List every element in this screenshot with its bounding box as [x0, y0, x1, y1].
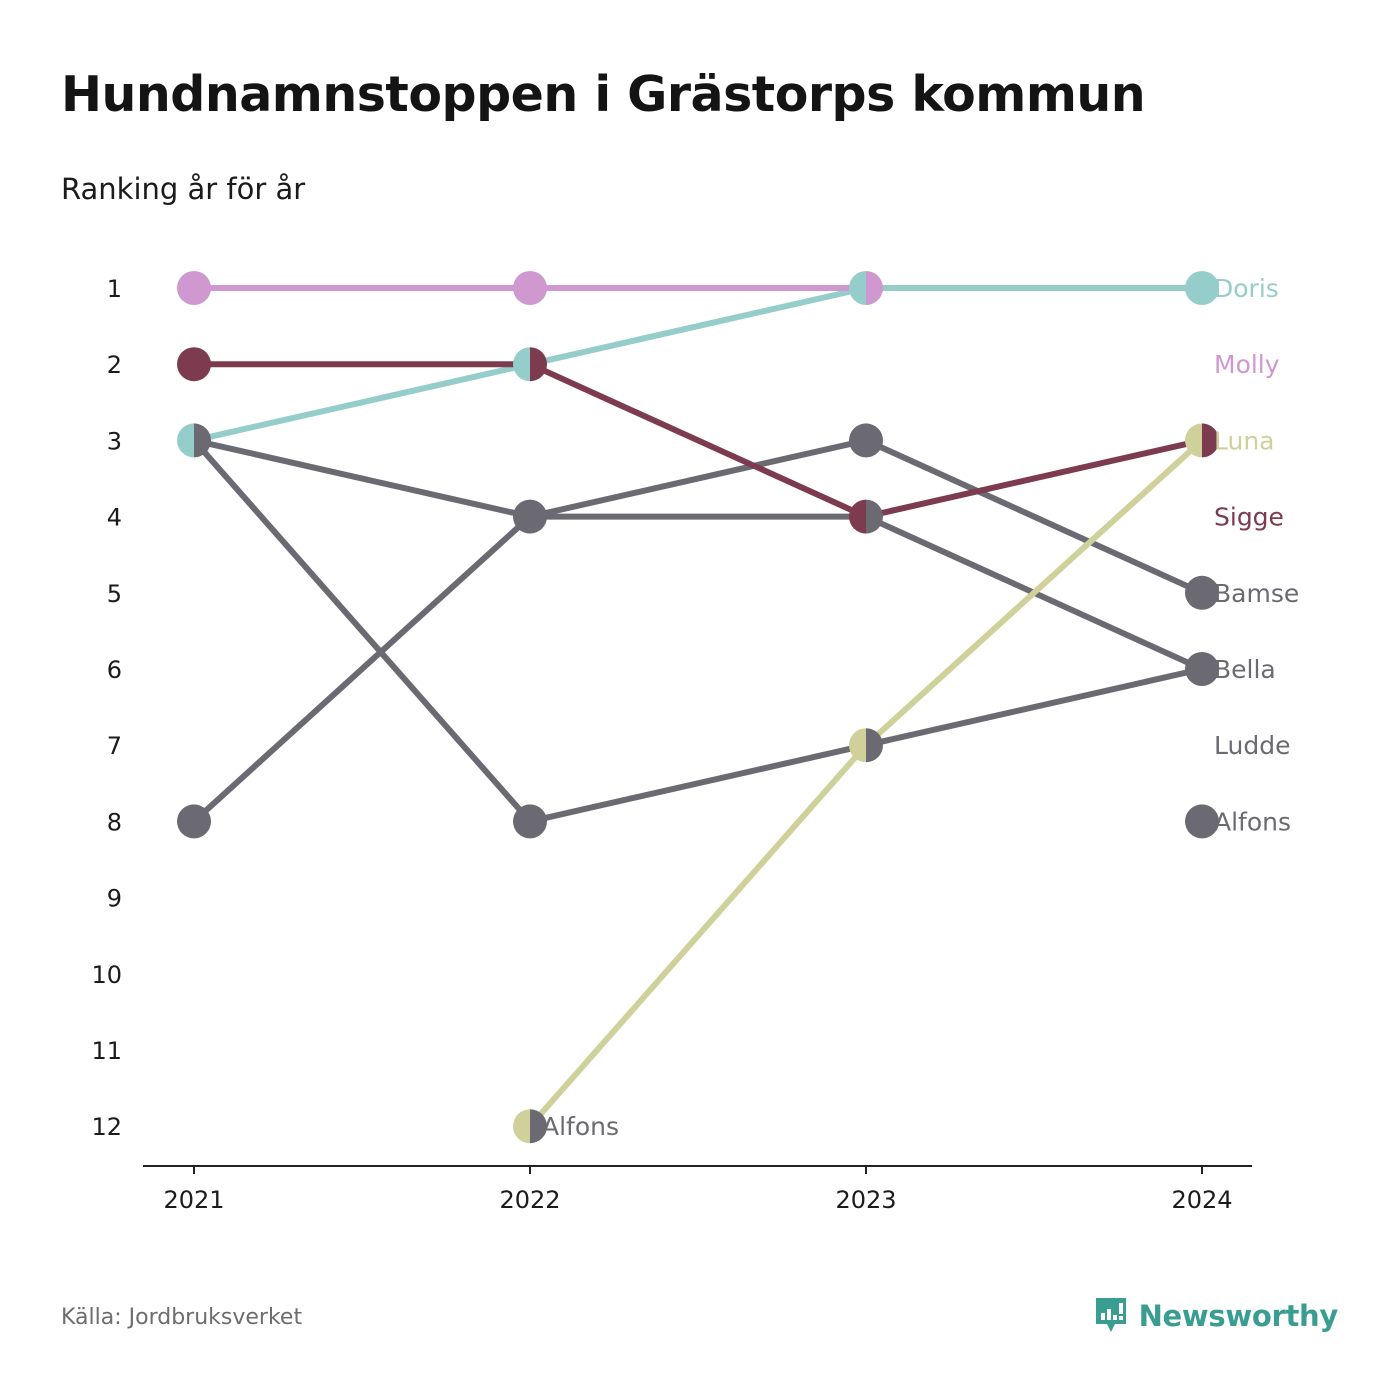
point-luna-sigge-left: [1185, 423, 1202, 458]
brand-name: Newsworthy: [1138, 1299, 1339, 1333]
y-tick-label: 1: [107, 275, 122, 303]
line-bamse: [191, 513, 533, 825]
point-doris-bella-ludde-right: [194, 423, 211, 458]
point-doris-bella-ludde-left: [177, 423, 194, 458]
end-label-ludde: Ludde: [1214, 731, 1290, 760]
line-bamse: [527, 437, 869, 520]
line-ludde: [527, 742, 869, 825]
point-bamse: [1185, 575, 1219, 610]
point-bella-ludde: [1185, 652, 1219, 686]
x-tick-label: 2024: [1171, 1186, 1232, 1214]
x-tick-label: 2022: [499, 1186, 560, 1214]
line-sigge: [863, 437, 1205, 520]
chart-subtitle: Ranking år för år: [61, 172, 306, 206]
inline-label-alfons: Alfons: [542, 1112, 619, 1141]
point-bamse: [849, 423, 883, 458]
point-sigge-bella-left: [849, 499, 866, 534]
point-bamse: [177, 804, 211, 839]
end-label-bella: Bella: [1214, 655, 1276, 684]
y-tick-label: 4: [107, 504, 122, 532]
newsworthy-logo-icon: [1095, 1298, 1126, 1332]
point-luna-alfons-left: [513, 1109, 530, 1144]
point-luna-ludde-right: [866, 728, 883, 763]
line-luna: [863, 437, 1205, 749]
point-doris-sigge-right: [530, 347, 547, 382]
end-label-molly: Molly: [1214, 350, 1280, 379]
end-label-doris: Doris: [1214, 274, 1279, 303]
line-luna: [527, 742, 869, 1130]
line-ludde: [863, 666, 1205, 749]
point-doris-sigge-left: [513, 347, 530, 382]
point-doris: [1185, 271, 1219, 305]
point-sigge-bella-right: [866, 499, 883, 534]
source-note: Källa: Jordbruksverket: [61, 1305, 303, 1330]
y-tick-label: 11: [91, 1037, 122, 1065]
y-tick-label: 10: [91, 961, 122, 989]
series-labels: Doris Molly Luna Sigge Bamse Bella Ludde Alfons…: [542, 274, 1299, 1141]
point-molly: [177, 271, 211, 305]
point-luna-sigge-right: [1202, 423, 1219, 458]
chart-title: Hundnamnstoppen i Grästorps kommun: [61, 66, 1146, 123]
line-bamse: [863, 437, 1205, 596]
point-doris-molly-left: [849, 271, 866, 305]
end-label-luna: Luna: [1214, 426, 1275, 455]
series-lines: [191, 285, 1205, 1130]
point-sigge: [177, 347, 211, 382]
x-tick-label: 2021: [163, 1186, 224, 1214]
point-luna-alfons-right: [530, 1109, 547, 1144]
x-axis: 2021 2022 2023 2024: [143, 1165, 1252, 1214]
y-tick-label: 9: [107, 885, 122, 913]
point-ludde: [513, 804, 547, 839]
end-label-bamse: Bamse: [1214, 579, 1299, 608]
series-points: [177, 271, 1219, 1144]
line-sigge: [527, 361, 869, 520]
line-doris: [191, 361, 533, 444]
line-bella: [191, 437, 533, 520]
point-molly: [513, 271, 547, 305]
x-tick-label: 2023: [835, 1186, 896, 1214]
y-tick-label: 5: [107, 580, 122, 608]
y-tick-label: 3: [107, 427, 122, 455]
point-doris-molly-right: [866, 271, 883, 305]
point-alfons: [1185, 804, 1219, 839]
y-tick-label: 6: [107, 656, 122, 684]
brand-logo[interactable]: Newsworthy: [1093, 1296, 1338, 1336]
y-tick-label: 12: [91, 1113, 122, 1141]
y-tick-label: 7: [107, 732, 122, 760]
line-ludde: [191, 437, 533, 825]
line-doris: [527, 285, 869, 368]
y-tick-label: 8: [107, 808, 122, 836]
point-bamse-bella: [513, 499, 547, 534]
y-tick-label: 2: [107, 351, 122, 379]
point-luna-ludde-left: [849, 728, 866, 763]
end-label-alfons: Alfons: [1214, 807, 1291, 836]
end-label-sigge: Sigge: [1214, 503, 1284, 532]
